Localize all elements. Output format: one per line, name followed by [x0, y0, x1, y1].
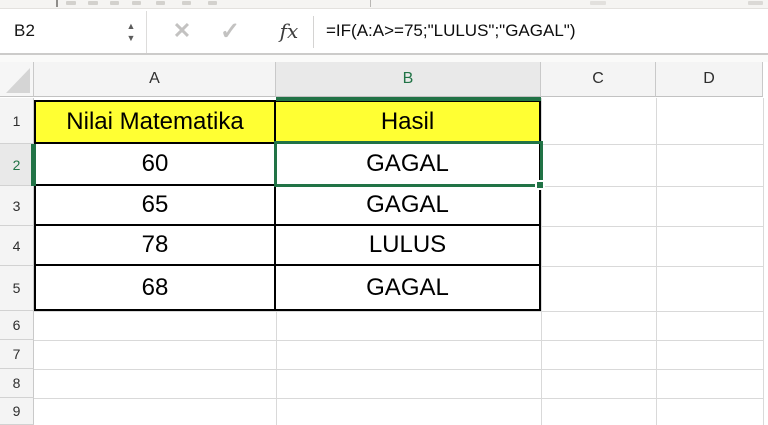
formula-input[interactable]: =IF(A:A>=75;"LULUS";"GAGAL"): [326, 21, 576, 40]
gridline: [763, 98, 764, 425]
cancel-icon[interactable]: ✕: [172, 18, 192, 43]
cell-B1[interactable]: Hasil: [276, 102, 539, 144]
column-header-A[interactable]: A: [34, 62, 276, 97]
cell-A1[interactable]: Nilai Matematika: [36, 102, 276, 144]
ribbon-remnant-mark: [110, 1, 119, 5]
formula-bar: B2 ▲ ▼ ✕ ✓ fx =IF(A:A>=75;"LULUS";"GAGAL…: [0, 9, 768, 55]
selected-row-accent: [31, 144, 36, 186]
gridline: [656, 98, 657, 425]
gridline: [34, 340, 763, 341]
cell-A4[interactable]: 78: [36, 226, 276, 266]
cell-A5[interactable]: 68: [36, 266, 276, 309]
gridline: [34, 311, 763, 312]
row-header-5[interactable]: 5: [0, 266, 34, 311]
confirm-icon[interactable]: ✓: [219, 17, 241, 45]
formula-bar-gap: [0, 55, 768, 62]
ribbon-remnant-mark: [56, 0, 58, 7]
spinner-up-icon[interactable]: ▲: [126, 20, 136, 31]
fill-handle[interactable]: [535, 180, 545, 190]
ribbon-remnant-mark: [88, 1, 98, 5]
divider: [313, 16, 314, 48]
ribbon-remnant-mark: [66, 1, 76, 5]
name-box-value: B2: [14, 21, 36, 40]
select-all-triangle-icon: [6, 68, 30, 93]
gridline: [541, 98, 542, 425]
selection-border: [274, 141, 543, 187]
row-header-7[interactable]: 7: [0, 340, 34, 369]
ribbon-remnant-mark: [132, 1, 141, 5]
row-header-2[interactable]: 2: [0, 144, 34, 186]
row-header-6[interactable]: 6: [0, 311, 34, 340]
divider: [146, 11, 147, 53]
cell-B5[interactable]: GAGAL: [276, 266, 539, 309]
ribbon-remnant-mark: [182, 1, 191, 5]
row-header-3[interactable]: 3: [0, 186, 34, 226]
ribbon-remnant-mark: [370, 0, 371, 7]
cell-B4[interactable]: LULUS: [276, 226, 539, 266]
ribbon-remnant-mark: [208, 1, 217, 5]
name-box[interactable]: B2: [0, 9, 146, 53]
insert-function-icon[interactable]: fx: [279, 19, 299, 43]
gridline: [34, 398, 763, 399]
gridline: [34, 369, 763, 370]
row-header-1[interactable]: 1: [0, 98, 34, 144]
column-header-B[interactable]: B: [276, 62, 541, 97]
name-box-spinner[interactable]: ▲ ▼: [120, 13, 142, 51]
selected-column-accent: [276, 97, 541, 101]
ribbon-remnant-mark: [748, 1, 763, 5]
ribbon-remnant-mark: [590, 1, 606, 5]
cell-A3[interactable]: 65: [36, 186, 276, 226]
row-header-8[interactable]: 8: [0, 369, 34, 398]
row-header-4[interactable]: 4: [0, 226, 34, 266]
column-header-C[interactable]: C: [541, 62, 656, 97]
spinner-down-icon[interactable]: ▼: [126, 32, 136, 43]
select-all-corner[interactable]: [0, 62, 34, 97]
cell-B3[interactable]: GAGAL: [276, 186, 539, 226]
column-header-D[interactable]: D: [656, 62, 763, 97]
cell-A2[interactable]: 60: [36, 144, 276, 186]
ribbon-remnant-mark: [156, 1, 165, 5]
data-table: Nilai Matematika Hasil 60 GAGAL 65 GAGAL…: [34, 100, 541, 311]
row-header-9[interactable]: 9: [0, 398, 34, 425]
ribbon-remnant: [0, 0, 768, 9]
